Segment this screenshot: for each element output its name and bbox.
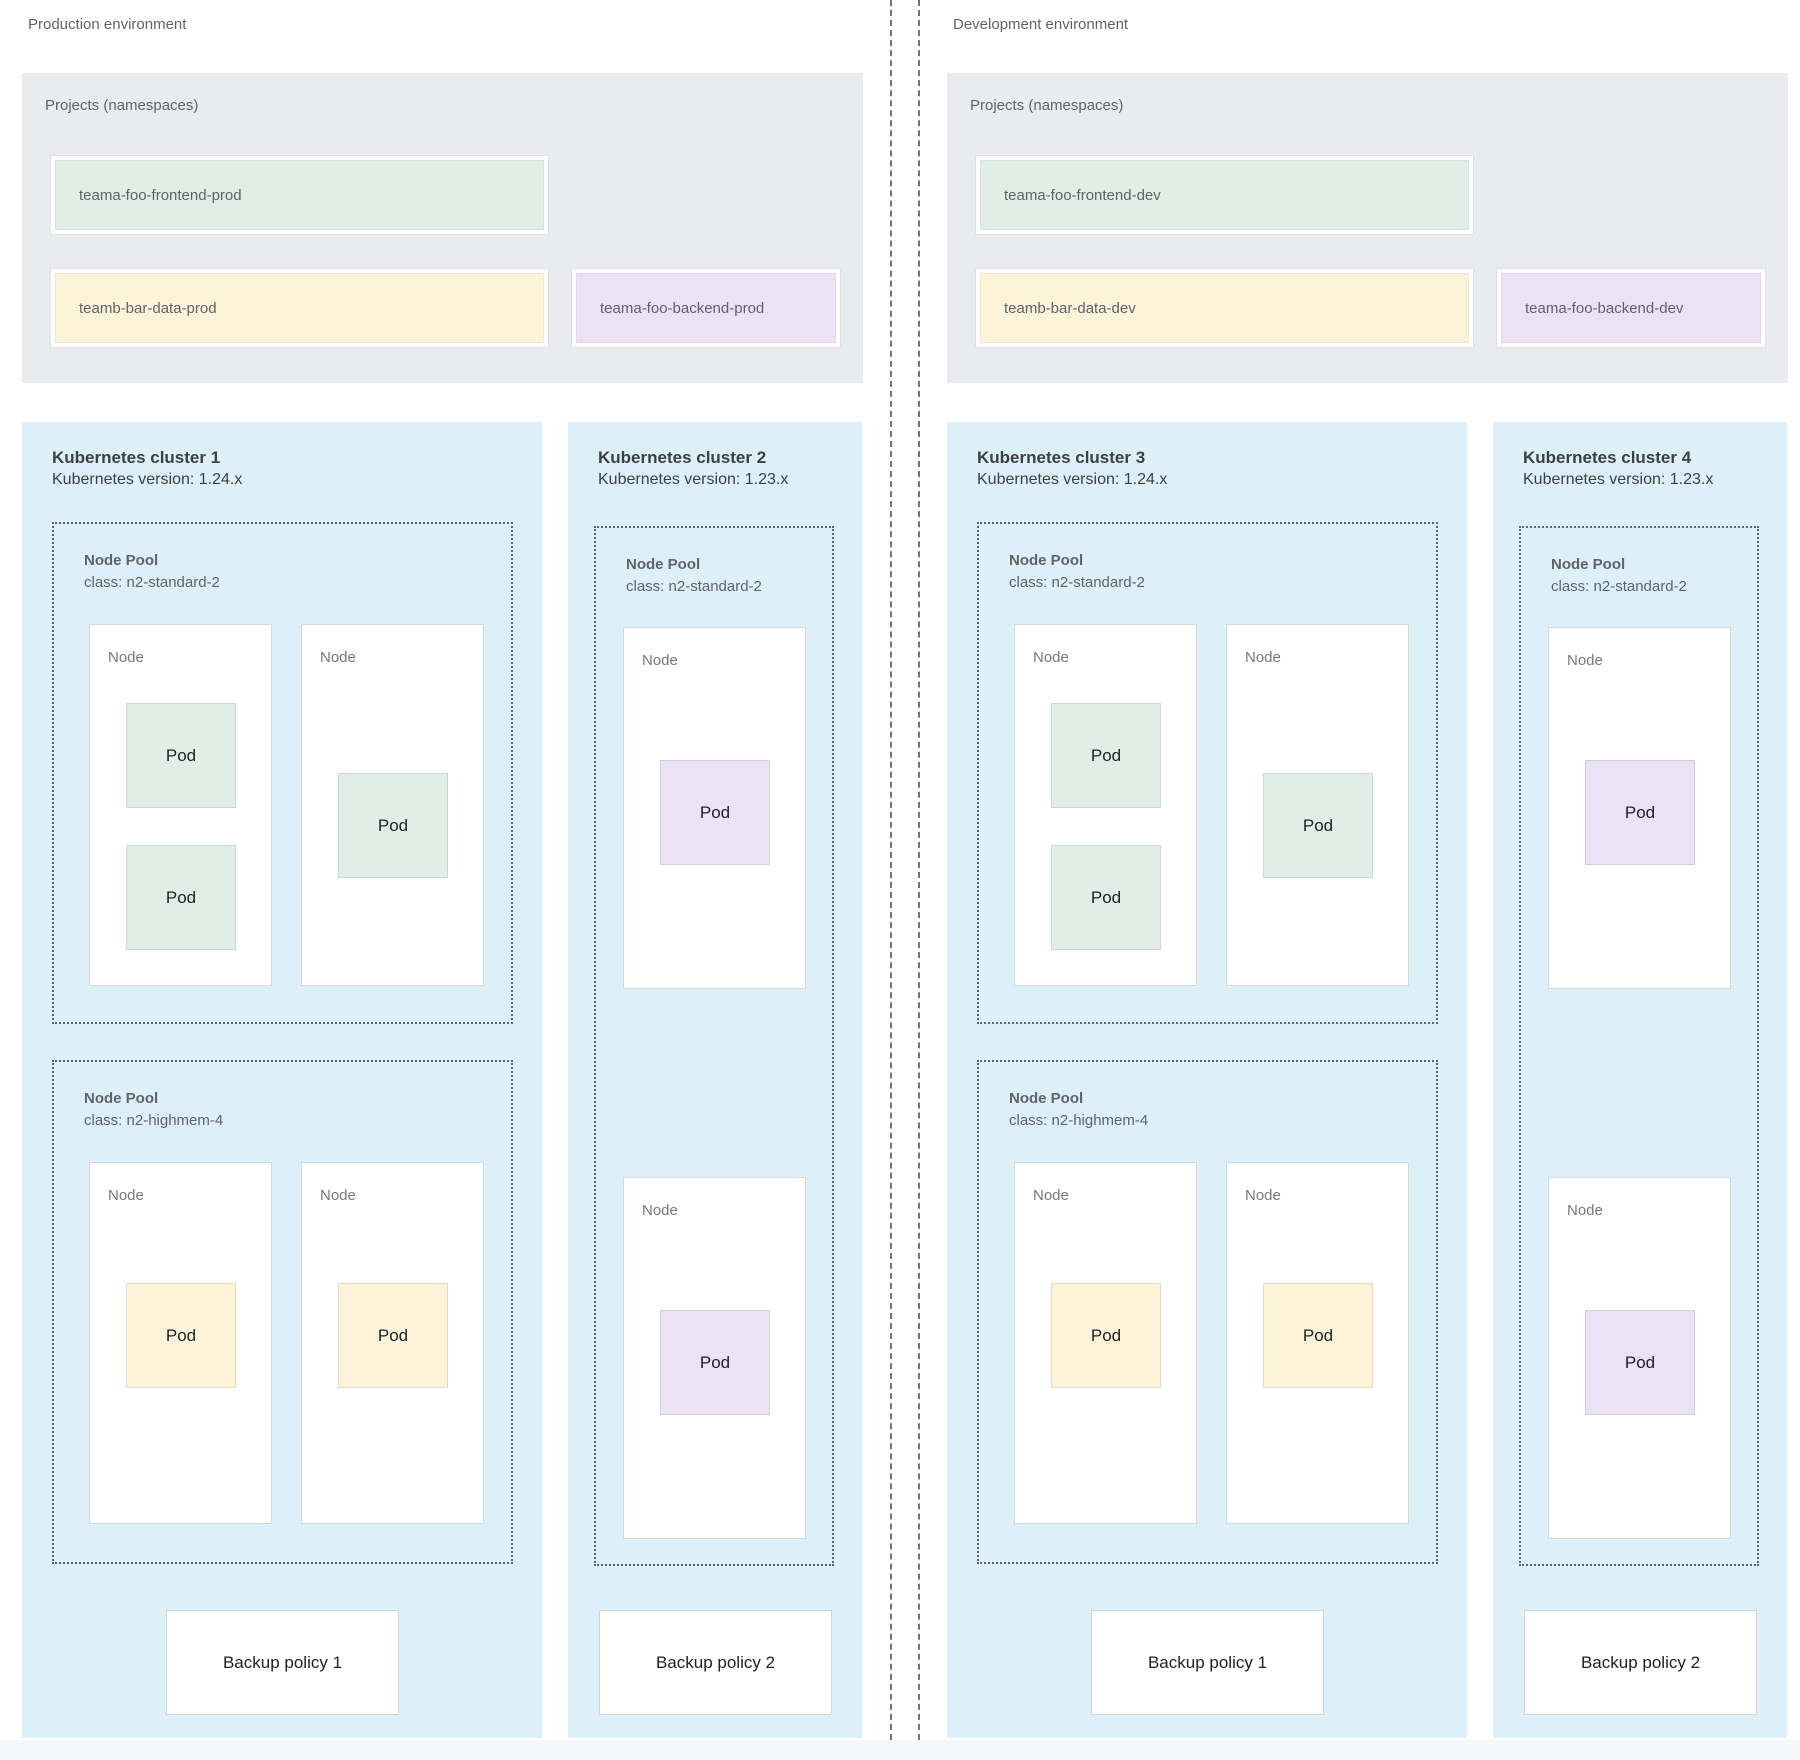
cluster-version: Kubernetes version: 1.24.x [977, 471, 1168, 488]
node-box: Node Pod [623, 627, 806, 989]
node-pool-class: class: n2-standard-2 [626, 578, 762, 595]
pod-box: Pod [338, 773, 448, 878]
node-label: Node [1245, 1187, 1281, 1204]
pod-box: Pod [1051, 703, 1161, 808]
namespace-box: teamb-bar-data-dev [976, 269, 1473, 347]
node-pool-class: class: n2-highmem-4 [84, 1112, 224, 1129]
node-box: Node Pod [301, 624, 484, 986]
pod-box: Pod [660, 1310, 770, 1415]
node-box: Node Pod [1548, 1177, 1731, 1539]
node-label: Node [1033, 1187, 1069, 1204]
namespace-box: teama-foo-backend-prod [572, 269, 840, 347]
environment-title: Production environment [28, 16, 187, 33]
node-label: Node [108, 649, 144, 666]
pod-box: Pod [126, 1283, 236, 1388]
namespace-box: teamb-bar-data-prod [51, 269, 548, 347]
node-pool-class: class: n2-standard-2 [1009, 574, 1145, 591]
node-label: Node [320, 1187, 356, 1204]
production-environment-column: Production environment Projects (namespa… [22, 0, 863, 1760]
node-box: Node Pod Pod [1014, 624, 1197, 986]
environment-divider-dashed-line [890, 0, 892, 1760]
node-pool-class: class: n2-highmem-4 [1009, 1112, 1149, 1129]
pod-box: Pod [1585, 1310, 1695, 1415]
namespace-label: teama-foo-frontend-prod [79, 186, 242, 204]
kubernetes-cluster-box: Kubernetes cluster 3 Kubernetes version:… [947, 422, 1467, 1738]
pod-box: Pod [1051, 1283, 1161, 1388]
projects-panel: Projects (namespaces) teama-foo-frontend… [947, 73, 1788, 383]
kubernetes-cluster-box: Kubernetes cluster 4 Kubernetes version:… [1493, 422, 1787, 1738]
node-pool-box: Node Pool class: n2-highmem-4 Node Pod N… [977, 1060, 1438, 1564]
node-pool-class: class: n2-standard-2 [1551, 578, 1687, 595]
pod-box: Pod [126, 703, 236, 808]
backup-policy-box: Backup policy 2 [599, 1610, 832, 1715]
node-label: Node [108, 1187, 144, 1204]
node-pool-title: Node Pool [1009, 552, 1084, 569]
node-label: Node [320, 649, 356, 666]
page-footer-strip [0, 1740, 1800, 1760]
cluster-version: Kubernetes version: 1.24.x [52, 471, 243, 488]
environment-divider-dashed-line [918, 0, 920, 1760]
node-box: Node Pod [1226, 624, 1409, 986]
node-box: Node Pod [1014, 1162, 1197, 1524]
pod-box: Pod [1263, 773, 1373, 878]
kubernetes-cluster-box: Kubernetes cluster 2 Kubernetes version:… [568, 422, 862, 1738]
namespace-label: teama-foo-backend-dev [1525, 299, 1684, 317]
namespace-label: teamb-bar-data-dev [1004, 299, 1136, 317]
backup-policy-box: Backup policy 1 [166, 1610, 399, 1715]
node-label: Node [1033, 649, 1069, 666]
node-label: Node [1567, 652, 1603, 669]
node-pool-box: Node Pool class: n2-highmem-4 Node Pod N… [52, 1060, 513, 1564]
node-box: Node Pod [1226, 1162, 1409, 1524]
development-environment-column: Development environment Projects (namesp… [947, 0, 1788, 1760]
pod-box: Pod [1585, 760, 1695, 865]
backup-policy-box: Backup policy 2 [1524, 1610, 1757, 1715]
backup-policy-box: Backup policy 1 [1091, 1610, 1324, 1715]
node-pool-title: Node Pool [84, 552, 159, 569]
node-pool-box: Node Pool class: n2-standard-2 Node Pod … [977, 522, 1438, 1024]
namespace-box: teama-foo-frontend-prod [51, 156, 548, 234]
node-box: Node Pod Pod [89, 624, 272, 986]
cluster-title: Kubernetes cluster 4 [1523, 448, 1692, 467]
node-box: Node Pod [89, 1162, 272, 1524]
node-pool-title: Node Pool [1551, 556, 1626, 573]
node-pool-class: class: n2-standard-2 [84, 574, 220, 591]
cluster-title: Kubernetes cluster 3 [977, 448, 1146, 467]
pod-box: Pod [338, 1283, 448, 1388]
node-box: Node Pod [301, 1162, 484, 1524]
pod-box: Pod [126, 845, 236, 950]
pod-box: Pod [1051, 845, 1161, 950]
namespace-label: teamb-bar-data-prod [79, 299, 217, 317]
node-label: Node [1567, 1202, 1603, 1219]
kubernetes-cluster-box: Kubernetes cluster 1 Kubernetes version:… [22, 422, 542, 1738]
cluster-title: Kubernetes cluster 1 [52, 448, 221, 467]
node-box: Node Pod [623, 1177, 806, 1539]
node-pool-box: Node Pool class: n2-standard-2 Node Pod … [594, 526, 834, 1566]
namespace-box: teama-foo-backend-dev [1497, 269, 1765, 347]
projects-panel-title: Projects (namespaces) [45, 97, 199, 114]
node-label: Node [642, 652, 678, 669]
namespace-box: teama-foo-frontend-dev [976, 156, 1473, 234]
node-pool-title: Node Pool [626, 556, 701, 573]
node-label: Node [1245, 649, 1281, 666]
namespace-label: teama-foo-backend-prod [600, 299, 765, 317]
node-pool-box: Node Pool class: n2-standard-2 Node Pod … [52, 522, 513, 1024]
cluster-title: Kubernetes cluster 2 [598, 448, 767, 467]
node-pool-title: Node Pool [84, 1090, 159, 1107]
node-label: Node [642, 1202, 678, 1219]
pod-box: Pod [660, 760, 770, 865]
namespace-label: teama-foo-frontend-dev [1004, 186, 1161, 204]
cluster-version: Kubernetes version: 1.23.x [598, 471, 789, 488]
node-pool-title: Node Pool [1009, 1090, 1084, 1107]
projects-panel-title: Projects (namespaces) [970, 97, 1124, 114]
projects-panel: Projects (namespaces) teama-foo-frontend… [22, 73, 863, 383]
pod-box: Pod [1263, 1283, 1373, 1388]
cluster-version: Kubernetes version: 1.23.x [1523, 471, 1714, 488]
environment-title: Development environment [953, 16, 1129, 33]
node-pool-box: Node Pool class: n2-standard-2 Node Pod … [1519, 526, 1759, 1566]
node-box: Node Pod [1548, 627, 1731, 989]
